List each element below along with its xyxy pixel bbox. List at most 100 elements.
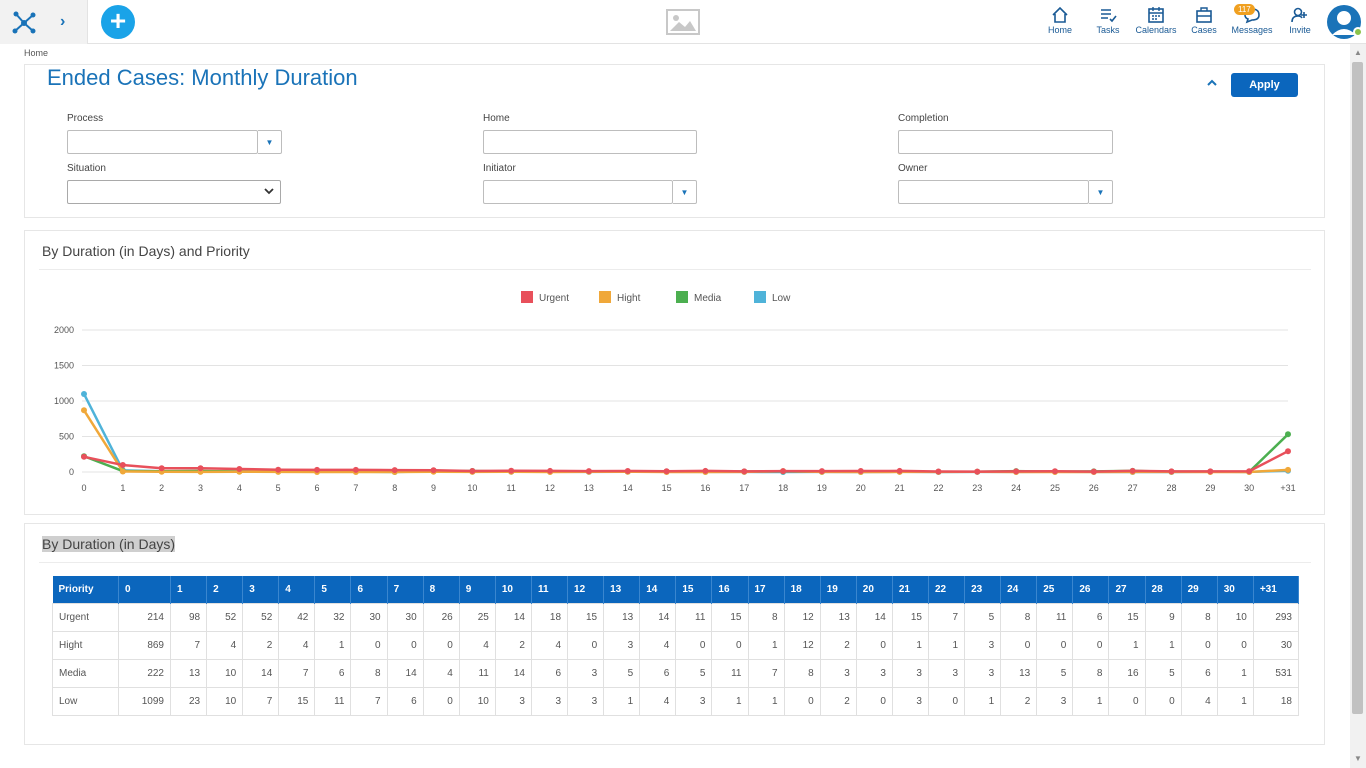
row-label: Media	[52, 658, 119, 688]
image-placeholder-icon	[666, 9, 700, 35]
x-tick-label: 15	[662, 483, 672, 493]
x-tick-label: 9	[431, 483, 436, 493]
table-cell: 214	[118, 602, 171, 632]
table-cell: 5	[1144, 658, 1182, 688]
table-cell: 18	[1252, 686, 1300, 716]
home-input[interactable]	[483, 130, 697, 154]
collapse-chevron-icon[interactable]	[1206, 77, 1220, 91]
table-cell: 7	[927, 602, 966, 632]
home-icon	[1052, 6, 1068, 23]
table-cell: 8	[1180, 602, 1218, 632]
nav-invite[interactable]: Invite	[1276, 6, 1324, 42]
table-cell: 8	[783, 658, 821, 688]
tasks-icon	[1101, 9, 1117, 23]
table-cell: 98	[169, 602, 208, 632]
legend-label: Hight	[617, 293, 641, 304]
table-cell: 1	[891, 630, 929, 660]
table-cell: 3	[675, 686, 713, 716]
table-cell: 0	[855, 630, 893, 660]
process-input[interactable]	[67, 130, 258, 154]
table-cell: 10	[206, 686, 244, 716]
initiator-dropdown-button[interactable]: ▼	[673, 180, 697, 204]
x-tick-label: 13	[584, 483, 594, 493]
nav-invite-label: Invite	[1289, 25, 1311, 35]
table-cell: 23	[169, 686, 208, 716]
table-section-title-text: By Duration (in Days)	[42, 536, 176, 552]
x-tick-label: 28	[1166, 483, 1176, 493]
chevron-right-icon[interactable]: ›	[60, 13, 66, 30]
table-cell: 6	[639, 658, 677, 688]
nav-messages[interactable]: 117 Messages	[1228, 4, 1276, 42]
table-cell: 4	[530, 630, 569, 660]
table-row: Urgent 214 98 52 52 42 32 30 30 26 25 14 18 15 13 14 11 1…	[52, 602, 1300, 632]
table-header-cell: 28	[1145, 576, 1182, 603]
table-cell: 30	[386, 602, 424, 632]
table-cell: 15	[278, 686, 316, 716]
table-cell: 1	[603, 686, 641, 716]
table-cell: 13	[169, 658, 208, 688]
table-header-cell: 18	[784, 576, 821, 603]
initiator-input[interactable]	[483, 180, 673, 204]
apply-button[interactable]: Apply	[1231, 73, 1298, 97]
nav-cases-label: Cases	[1191, 25, 1217, 35]
x-tick-label: 1	[120, 483, 125, 493]
situation-label: Situation	[67, 163, 106, 174]
scrollbar-thumb[interactable]	[1352, 62, 1363, 714]
app-logo-icon[interactable]	[10, 8, 38, 36]
legend-swatch	[754, 291, 766, 303]
data-point	[663, 468, 670, 475]
table-cell: 2	[494, 630, 532, 660]
scroll-up-icon[interactable]: ▲	[1354, 48, 1362, 57]
owner-input[interactable]	[898, 180, 1089, 204]
owner-dropdown-button[interactable]: ▼	[1089, 180, 1113, 204]
series-line	[83, 450, 1289, 473]
table-header-cell: 22	[928, 576, 966, 603]
data-point	[818, 468, 825, 475]
data-point	[158, 465, 165, 472]
x-tick-label: 20	[856, 483, 866, 493]
data-point	[585, 468, 592, 475]
user-avatar[interactable]	[1327, 5, 1363, 39]
table-cell: 0	[1108, 686, 1146, 716]
table-cell: 1	[1216, 686, 1254, 716]
data-point	[1051, 468, 1058, 475]
table-header-cell: 7	[387, 576, 424, 603]
left-nav-block: ›	[0, 0, 88, 44]
data-point	[780, 468, 787, 475]
nav-calendars[interactable]: Calendars	[1132, 6, 1180, 42]
y-tick-label: 500	[59, 432, 74, 442]
series-line	[83, 433, 1289, 474]
legend-swatch	[521, 291, 533, 303]
legend-label: Low	[772, 293, 791, 304]
x-tick-label: 22	[933, 483, 943, 493]
process-dropdown-button[interactable]: ▼	[258, 130, 282, 154]
scroll-down-icon[interactable]: ▼	[1354, 754, 1362, 763]
table-cell: 1	[1216, 658, 1254, 688]
data-point	[1168, 468, 1175, 475]
table-cell: 8	[1072, 658, 1110, 688]
breadcrumb[interactable]: Home	[24, 48, 49, 58]
table-cell: 3	[964, 630, 1002, 660]
data-point	[391, 467, 398, 474]
legend-label: Media	[694, 293, 722, 304]
completion-input[interactable]	[898, 130, 1113, 154]
table-body: Urgent 214 98 52 52 42 32 30 30 26 25 14 18 15 13 14 11 1…	[52, 602, 1300, 716]
table-header-cell: 20	[856, 576, 893, 603]
data-point	[1246, 468, 1253, 475]
online-status-dot	[1353, 27, 1363, 37]
nav-tasks[interactable]: Tasks	[1084, 6, 1132, 42]
table-header-cell: 9	[459, 576, 496, 603]
table-cell: 9	[1144, 602, 1182, 632]
x-tick-label: 4	[237, 483, 242, 493]
table-cell: 5	[964, 602, 1002, 632]
y-tick-label: 0	[69, 467, 74, 477]
table-header-cell: +31	[1253, 576, 1300, 603]
filters-panel: Ended Cases: Monthly Duration Apply Proc…	[24, 64, 1325, 218]
table-cell: 869	[118, 630, 171, 660]
data-point	[624, 468, 631, 475]
nav-home[interactable]: Home	[1036, 6, 1084, 42]
nav-cases[interactable]: Cases	[1180, 6, 1228, 42]
add-button[interactable]: +	[101, 5, 135, 39]
x-tick-label: 3	[198, 483, 203, 493]
situation-select[interactable]	[67, 180, 281, 204]
